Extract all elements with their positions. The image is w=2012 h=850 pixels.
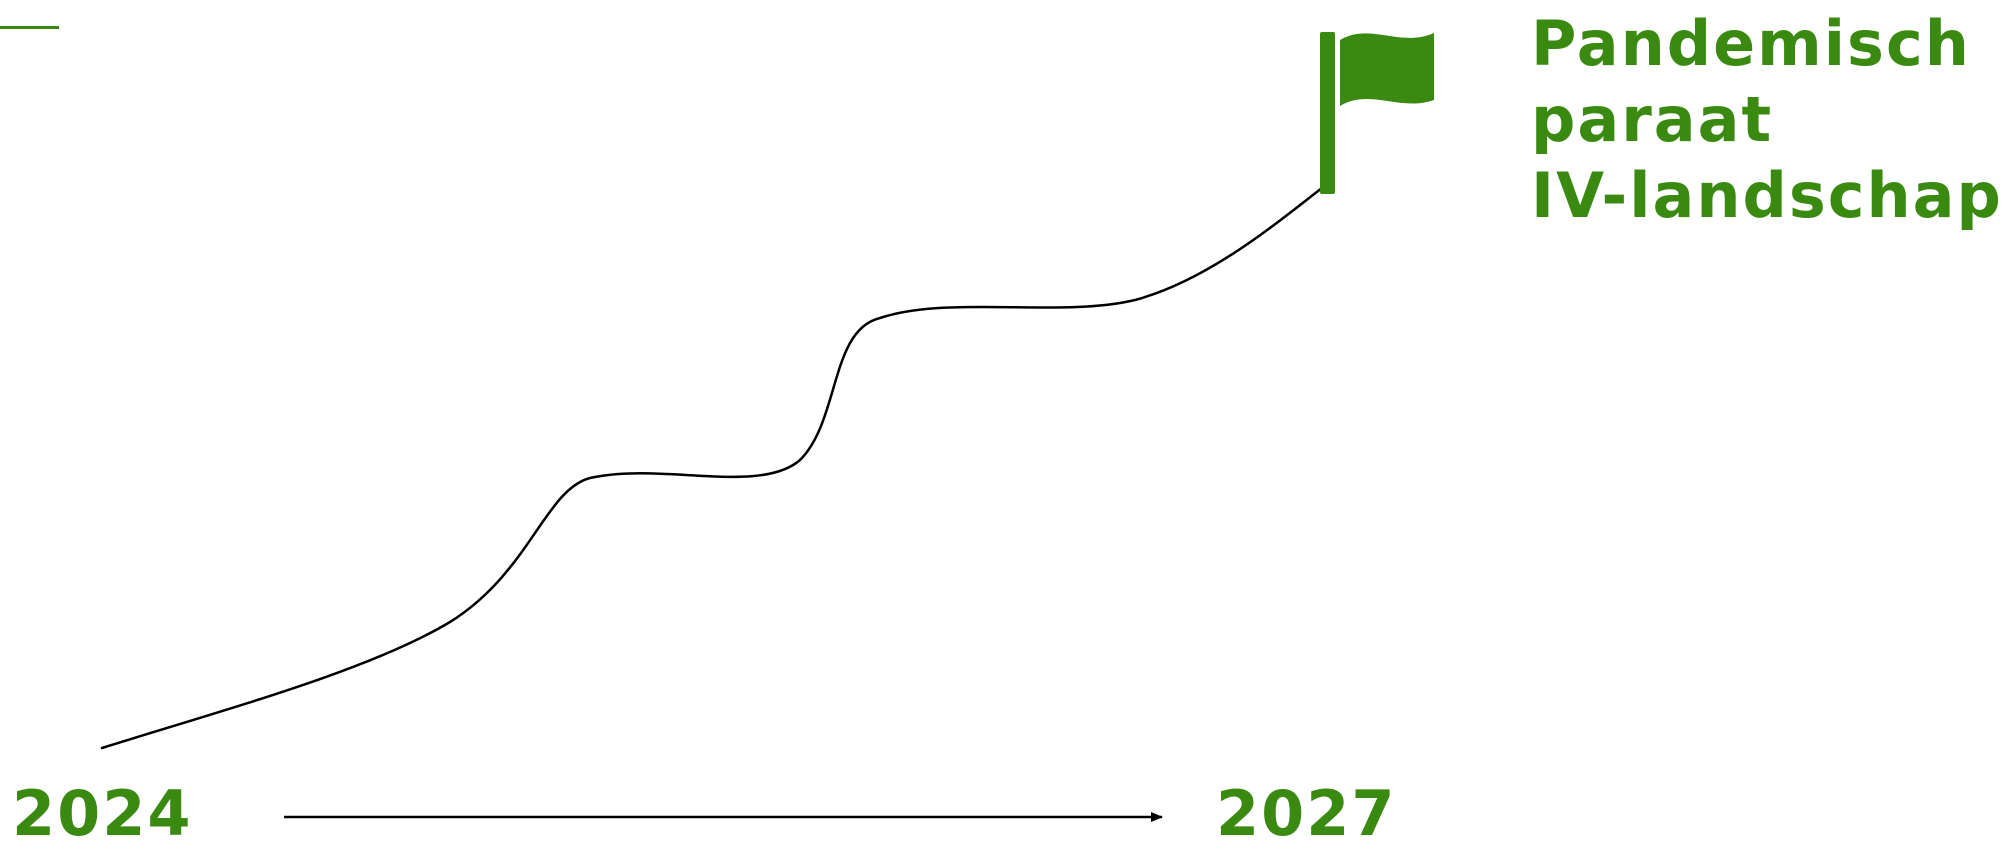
flag-icon [1320,32,1434,194]
goal-title: Pandemisch paraat IV-landschap [1531,6,2003,234]
end-year-label: 2027 [1216,778,1397,850]
goal-title-line-3: IV-landschap [1531,158,2003,234]
goal-title-line-2: paraat [1531,82,2003,158]
start-year-label: 2024 [12,778,193,850]
goal-title-line-1: Pandemisch [1531,6,2003,82]
progress-curve [102,188,1322,748]
